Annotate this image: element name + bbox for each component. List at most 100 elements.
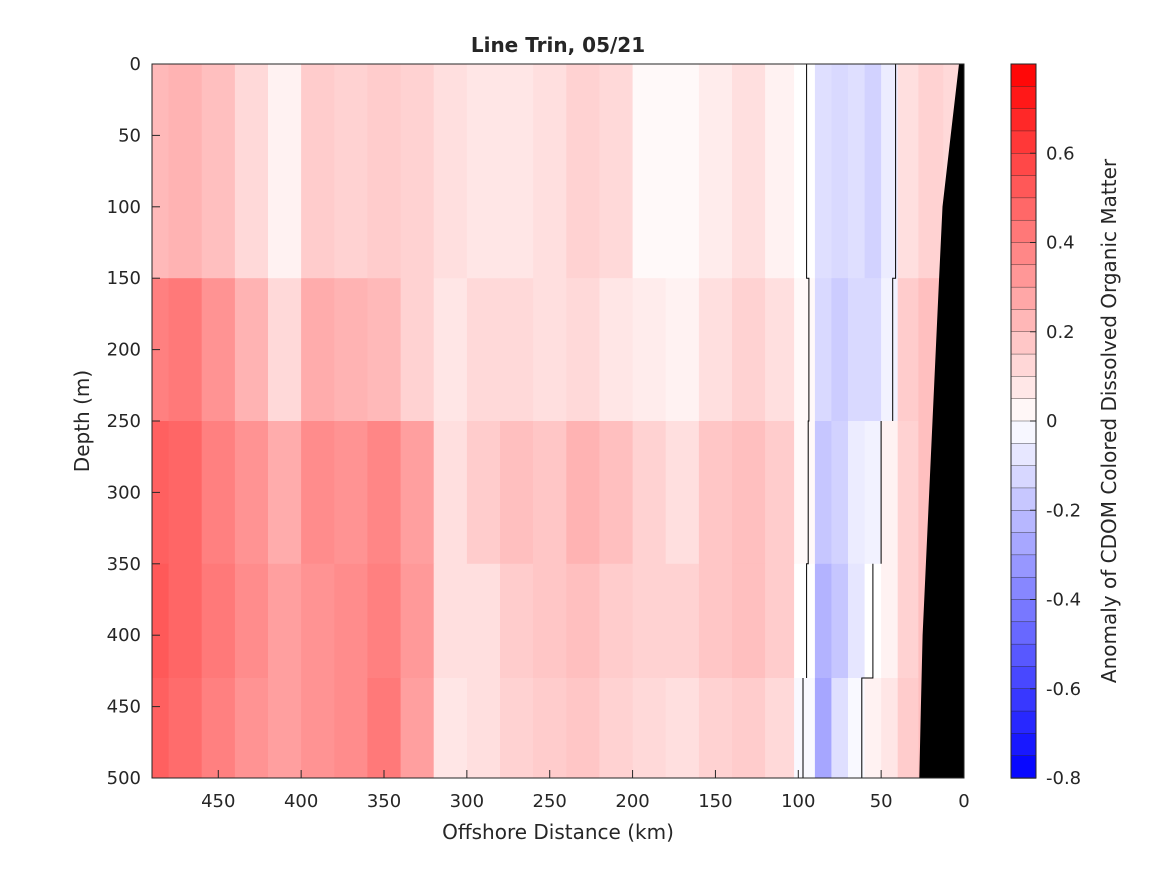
field-cell xyxy=(301,678,335,778)
field-cell xyxy=(848,678,866,778)
field-cell xyxy=(268,64,302,279)
field-cell xyxy=(848,64,866,279)
field-cell xyxy=(632,64,667,279)
seafloor-bathymetry xyxy=(919,64,964,778)
field-cell xyxy=(665,64,700,279)
field-cell xyxy=(201,421,236,565)
field-cell xyxy=(367,563,402,679)
field-cell xyxy=(152,64,170,279)
field-cell xyxy=(632,278,667,422)
x-tick-label: 0 xyxy=(958,791,969,812)
x-tick-label: 250 xyxy=(533,791,567,812)
field-cell xyxy=(665,678,700,778)
colorbar-swatch xyxy=(1010,353,1037,378)
field-cell xyxy=(533,421,567,565)
colorbar-swatch xyxy=(1010,420,1037,445)
y-axis-ticks: 0 50 100 150 200 250 300 350 400 450 500 xyxy=(107,54,160,789)
field-cell xyxy=(599,64,634,279)
field-cell xyxy=(864,278,882,422)
field-cell xyxy=(400,278,435,422)
colorbar-swatch xyxy=(1010,710,1037,735)
x-axis-ticks: 450 400 350 300 250 200 150 100 50 0 xyxy=(201,770,970,812)
y-tick-label: 250 xyxy=(107,411,141,432)
field-cell xyxy=(794,278,816,422)
field-cell xyxy=(500,563,534,679)
field-cell xyxy=(466,64,501,279)
field-cell xyxy=(897,421,919,565)
field-cell xyxy=(732,421,766,565)
field-cell xyxy=(632,421,667,565)
field-cell xyxy=(897,563,919,679)
zero-contour-lines xyxy=(802,64,897,778)
field-cell xyxy=(268,563,302,679)
field-cell xyxy=(632,563,667,679)
chart-title: Line Trin, 05/21 xyxy=(471,33,645,57)
x-tick-label: 50 xyxy=(870,791,893,812)
y-tick-label: 300 xyxy=(107,482,141,503)
field-cell xyxy=(881,64,899,279)
field-cell xyxy=(168,678,203,778)
colorbar-tick-label: 0.2 xyxy=(1046,322,1075,343)
colorbar-swatch xyxy=(1010,755,1037,779)
field-cell xyxy=(433,421,468,565)
field-cell xyxy=(599,678,634,778)
field-cell xyxy=(848,278,866,422)
field-cell xyxy=(848,421,866,565)
field-cell xyxy=(897,678,919,778)
zero-contour xyxy=(861,563,874,778)
field-cell xyxy=(698,421,733,565)
colorbar-swatch xyxy=(1010,286,1037,311)
field-cell xyxy=(599,563,634,679)
field-cell xyxy=(433,64,468,279)
field-cell xyxy=(814,421,833,565)
field-cell xyxy=(765,278,795,422)
colorbar-swatch xyxy=(1010,599,1037,623)
colorbar-tick-label: -0.6 xyxy=(1046,679,1081,700)
field-cell xyxy=(665,421,700,565)
colorbar-swatch xyxy=(1010,643,1037,668)
field-cell xyxy=(897,278,919,422)
field-cell xyxy=(168,563,203,679)
colorbar-swatch xyxy=(1010,666,1037,690)
field-cell xyxy=(201,563,236,679)
field-cell xyxy=(400,678,435,778)
field-cell xyxy=(500,64,534,279)
y-tick-label: 100 xyxy=(107,197,141,218)
x-tick-label: 150 xyxy=(698,791,732,812)
field-cell xyxy=(831,563,849,679)
field-cell xyxy=(831,421,849,565)
field-cell xyxy=(500,421,534,565)
field-cell xyxy=(881,678,899,778)
field-cell xyxy=(566,421,600,565)
field-cell xyxy=(466,678,501,778)
y-axis-label: Depth (m) xyxy=(70,370,94,472)
field-cell xyxy=(367,278,402,422)
field-cell xyxy=(168,64,203,279)
field-cell xyxy=(814,563,833,679)
field-cell xyxy=(301,278,335,422)
colorbar-swatch xyxy=(1010,487,1037,511)
y-tick-label: 400 xyxy=(107,625,141,646)
field-cell xyxy=(918,64,944,279)
colorbar-label: Anomaly of CDOM Colored Dissolved Organi… xyxy=(1097,158,1121,683)
field-cell xyxy=(794,563,816,679)
colorbar-swatch xyxy=(1010,733,1037,757)
field-cell xyxy=(864,64,882,279)
field-cell xyxy=(301,421,335,565)
x-tick-label: 100 xyxy=(781,791,815,812)
field-cell xyxy=(234,278,269,422)
field-cell xyxy=(367,678,402,778)
colorbar-tick-label: 0.4 xyxy=(1046,233,1075,254)
y-tick-label: 50 xyxy=(118,125,141,146)
field-cell xyxy=(268,678,302,778)
field-cell xyxy=(794,678,816,778)
field-cell xyxy=(152,421,170,565)
anomaly-field xyxy=(152,64,964,778)
colorbar-swatch xyxy=(1010,130,1037,154)
field-cell xyxy=(500,278,534,422)
colorbar: 0.6 0.4 0.2 0 -0.2 -0.4 -0.6 -0.8 xyxy=(1010,63,1081,789)
colorbar-swatch xyxy=(1010,576,1037,601)
field-cell xyxy=(400,421,435,565)
colorbar-swatch xyxy=(1010,331,1037,355)
